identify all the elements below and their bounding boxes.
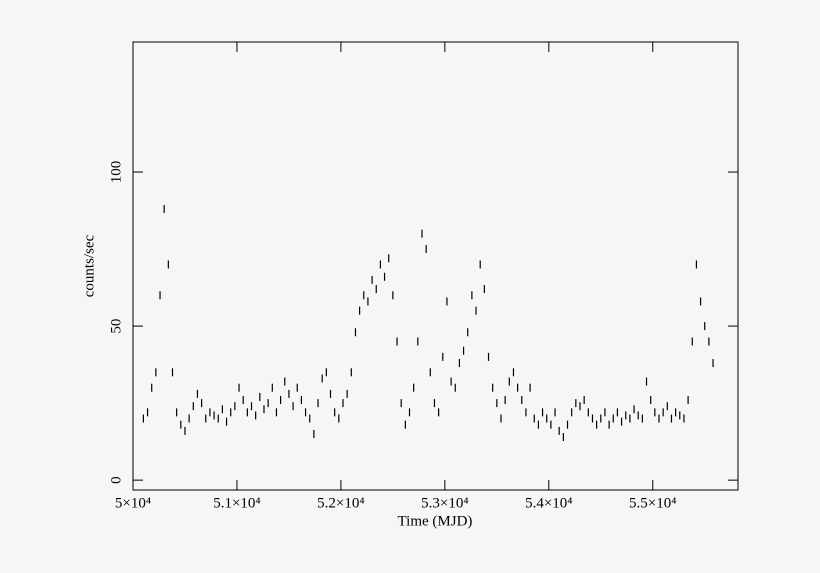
x-tick-label: 5.4×10⁴: [525, 495, 572, 511]
x-tick-label: 5×10⁴: [115, 495, 151, 511]
x-tick-label: 5.5×10⁴: [629, 495, 676, 511]
y-axis-label: counts/sec: [81, 234, 97, 297]
y-tick-label: 100: [108, 161, 124, 184]
x-tick-label: 5.2×10⁴: [317, 495, 364, 511]
y-tick-label: 0: [108, 476, 124, 484]
plot-frame: [132, 41, 739, 491]
x-axis-label: Time (MJD): [398, 513, 473, 529]
x-tick-label: 5.3×10⁴: [421, 495, 468, 511]
x-tick-label: 5.1×10⁴: [213, 495, 260, 511]
y-tick-label: 50: [108, 319, 124, 334]
